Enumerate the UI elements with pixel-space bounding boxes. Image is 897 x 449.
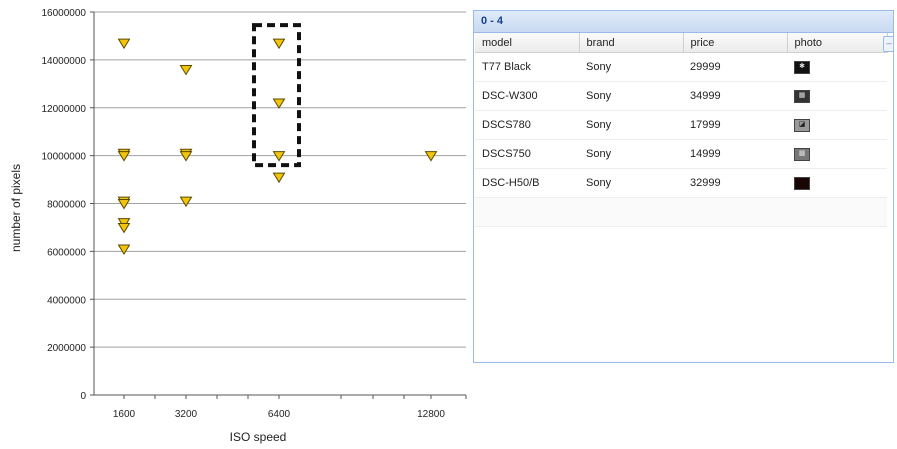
cell-photo: ▦ (787, 81, 887, 111)
data-point (117, 38, 131, 50)
cell-brand: Sony (579, 81, 683, 111)
cell-model: DSC-W300 (475, 81, 579, 111)
panel-header: 0 - 4 (474, 11, 893, 33)
x-tick-label: 3200 (175, 409, 198, 420)
data-point (179, 64, 193, 76)
camera-photo-thumbnail (794, 176, 810, 190)
data-point (179, 151, 193, 162)
cell-brand: Sony (579, 168, 683, 198)
y-tick-label: 2000000 (47, 343, 86, 354)
y-tick-label: 4000000 (47, 295, 86, 306)
panel-title: 0 - 4 (481, 15, 504, 27)
results-grid: model brand price photo T77 Black Sony 2… (475, 33, 888, 227)
table-row[interactable]: DSC-W300 Sony 34999 ▦ (475, 81, 887, 111)
data-point (272, 172, 286, 184)
cell-photo: ✱ (787, 52, 887, 82)
cell-photo: ◪ (787, 110, 887, 140)
camera-photo-thumbnail: ◪ (794, 118, 810, 132)
y-tick-label: 6000000 (47, 247, 86, 258)
selection-box[interactable] (252, 23, 301, 168)
cell-price: 29999 (683, 52, 787, 82)
camera-photo-thumbnail: ✱ (794, 60, 810, 74)
grid-panel: 0 - 4 – model brand price photo T77 Blac… (473, 10, 894, 363)
cell-model: DSC-H50/B (475, 168, 579, 198)
camera-photo-thumbnail: ▦ (794, 89, 810, 103)
x-tick-label: 1600 (113, 409, 136, 420)
column-header-price[interactable]: price (683, 33, 788, 53)
table-row[interactable]: DSCS780 Sony 17999 ◪ (475, 110, 887, 140)
x-tick-label: 6400 (268, 409, 291, 420)
y-axis-label: number of pixels (9, 164, 23, 252)
y-tick-label: 10000000 (42, 152, 87, 163)
data-point (179, 196, 193, 208)
y-tick-label: 0 (80, 391, 86, 402)
x-tick-label: 12800 (417, 409, 445, 420)
cell-price: 17999 (683, 110, 787, 140)
y-axis-ticks: 0 2000000 4000000 6000000 8000000 10000000 120… (42, 8, 94, 402)
cell-price: 14999 (683, 139, 787, 169)
grid-header-row: model brand price photo (475, 33, 888, 53)
column-header-photo[interactable]: photo (787, 33, 888, 53)
column-header-brand[interactable]: brand (579, 33, 684, 53)
collapse-tool-icon[interactable]: – (883, 36, 893, 52)
y-tick-label: 16000000 (42, 8, 87, 19)
selection-rectangle (252, 23, 301, 168)
data-point (117, 222, 131, 234)
x-axis-ticks: 1600 3200 6400 12800 (113, 395, 467, 420)
cell-photo: ▩ (787, 139, 887, 169)
table-row[interactable]: DSCS750 Sony 14999 ▩ (475, 139, 887, 169)
y-tick-label: 14000000 (42, 56, 87, 67)
cell-model: T77 Black (475, 52, 579, 82)
cell-brand: Sony (579, 139, 683, 169)
y-tick-label: 12000000 (42, 104, 87, 115)
cell-brand: Sony (579, 52, 683, 82)
data-point (117, 199, 131, 210)
data-point (272, 98, 286, 109)
camera-photo-thumbnail: ▩ (794, 147, 810, 161)
y-tick-label: 8000000 (47, 200, 86, 211)
axes (93, 12, 466, 396)
data-points (117, 38, 438, 255)
cell-model: DSCS750 (475, 139, 579, 169)
empty-row (475, 197, 887, 227)
scatter-chart: 0 2000000 4000000 6000000 8000000 10000000 120… (9, 8, 467, 444)
x-axis-label: ISO speed (230, 430, 287, 444)
data-point (272, 38, 286, 50)
cell-price: 34999 (683, 81, 787, 111)
data-point (424, 151, 438, 162)
data-point (117, 151, 131, 162)
cell-photo (787, 168, 887, 198)
cell-price: 32999 (683, 168, 787, 198)
cell-brand: Sony (579, 110, 683, 140)
table-row[interactable]: DSC-H50/B Sony 32999 (475, 168, 887, 198)
table-row[interactable]: T77 Black Sony 29999 ✱ (475, 52, 887, 82)
data-point (117, 244, 131, 255)
cell-model: DSCS780 (475, 110, 579, 140)
data-point (272, 151, 286, 162)
column-header-model[interactable]: model (475, 33, 580, 53)
